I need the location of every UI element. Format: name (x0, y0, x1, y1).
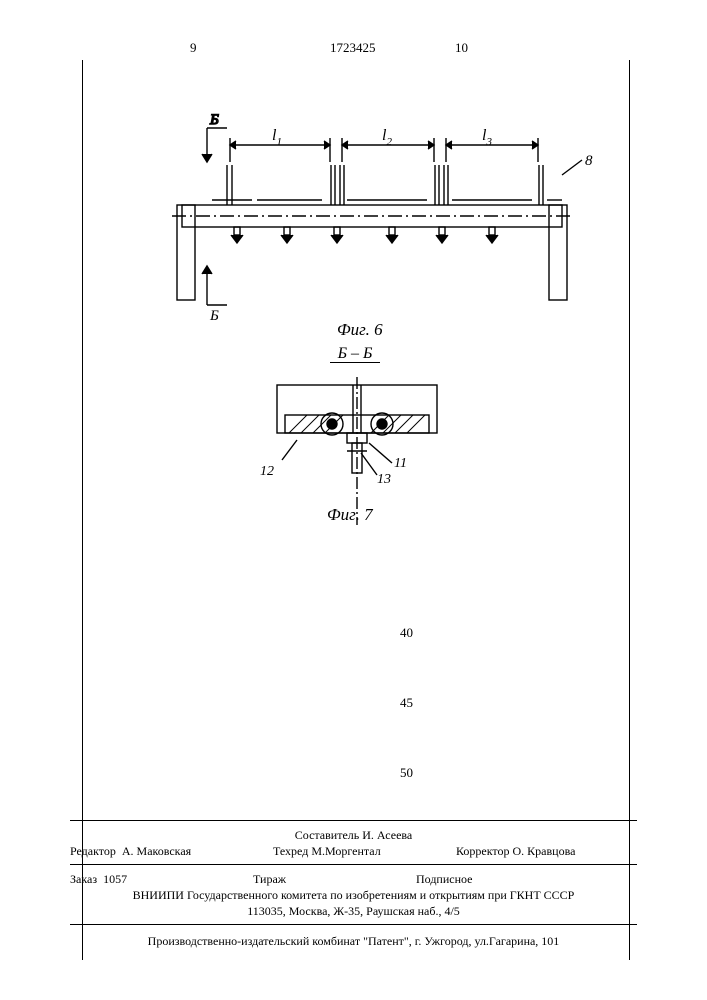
section-label-bottom: Б (209, 308, 219, 324)
callout-8: 8 (585, 153, 593, 169)
footer-rule-3 (70, 924, 637, 925)
callout-13: 13 (377, 472, 391, 487)
callout-12: 12 (260, 464, 274, 479)
org-line-1: ВНИИПИ Государственного комитета по изоб… (70, 888, 637, 903)
figure-6: Б (82, 110, 628, 370)
section-title: Б – Б (82, 345, 628, 363)
fig7-svg: 12 11 13 Фиг. 7 (82, 375, 628, 555)
fig6-caption: Фиг. 6 (337, 320, 383, 339)
org-line-2: 113035, Москва, Ж-35, Раушская наб., 4/5 (70, 904, 637, 919)
right-page-num: 10 (455, 40, 468, 56)
callout-11: 11 (394, 456, 407, 471)
line-num-45: 45 (400, 695, 413, 711)
line-num-50: 50 (400, 765, 413, 781)
footer-rule-2 (70, 864, 637, 865)
figure-7: 12 11 13 Фиг. 7 (82, 375, 628, 555)
section-arrow-top (202, 128, 227, 162)
fig7-caption: Фиг. 7 (327, 505, 374, 524)
compiler-line: Составитель И. Асеева (70, 828, 637, 843)
fig6-svg: Б (82, 110, 628, 370)
footer-rule-1 (70, 820, 637, 821)
patent-number: 1723425 (330, 40, 376, 56)
order-line: Заказ 1057 Тираж Подписное (70, 872, 637, 887)
left-page-num: 9 (190, 40, 197, 56)
section-arrow-bottom (202, 266, 227, 305)
section-label-top: Б (209, 112, 219, 128)
press-line: Производственно-издательский комбинат "П… (70, 934, 637, 949)
line-num-40: 40 (400, 625, 413, 641)
page-header: 9 1723425 10 (0, 40, 707, 60)
credits-line: Редактор А. Маковская Техред М.Моргентал… (70, 844, 637, 859)
